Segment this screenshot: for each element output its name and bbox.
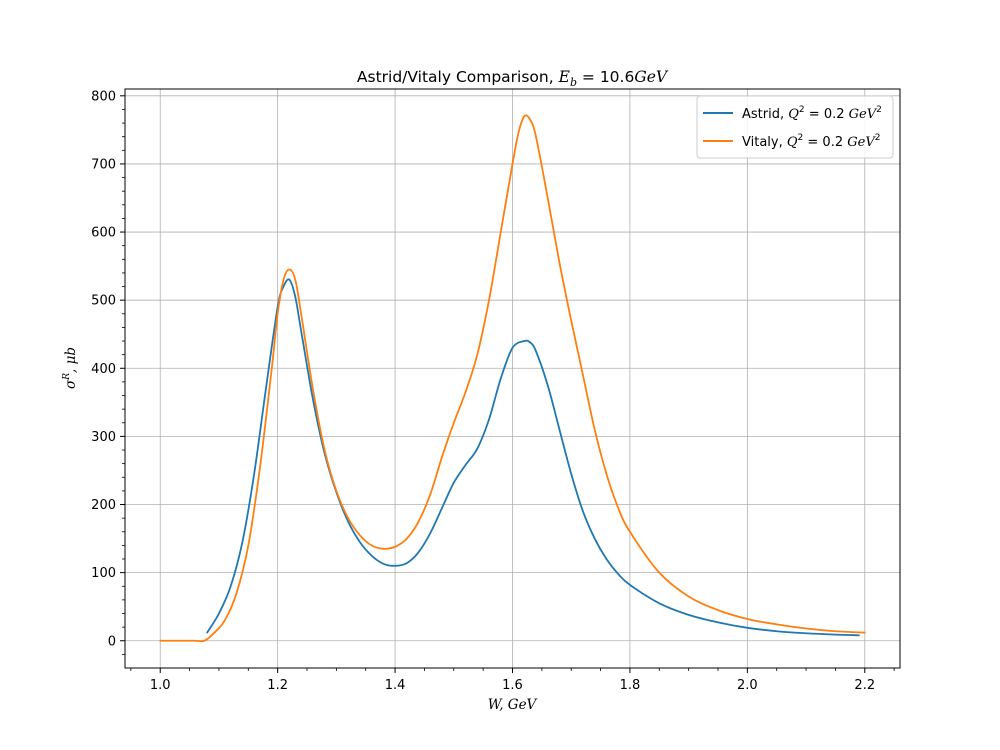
series-line-vitaly — [159, 114, 866, 643]
y-tick-label: 700 — [91, 157, 116, 172]
x-tick-label: 1.4 — [385, 678, 406, 693]
axes-ticks: 1.0 1.2 1.4 1.6 1.8 2.0 2.2 0 100 200 300 400 500 600… — [91, 89, 895, 693]
x-tick-label: 1.0 — [150, 678, 171, 693]
legend: Astrid, Q2 = 0.2 GeV2 Vitaly, Q2 = 0.2 G… — [696, 95, 894, 159]
legend-item-astrid: Astrid, Q2 = 0.2 GeV2 — [703, 105, 882, 122]
y-tick-label: 400 — [91, 362, 116, 377]
legend-box — [696, 95, 894, 159]
y-tick-label: 500 — [91, 294, 116, 309]
y-tick-label: 200 — [91, 498, 116, 513]
legend-item-vitaly: Vitaly, Q2 = 0.2 GeV2 — [703, 133, 880, 150]
legend-label-vitaly: Vitaly, Q2 = 0.2 GeV2 — [742, 133, 880, 150]
chart-title: Astrid/Vitaly Comparison, Eb = 10.6GeV — [357, 68, 669, 89]
x-tick-label: 2.0 — [737, 678, 758, 693]
y-tick-label: 800 — [91, 89, 116, 104]
y-tick-label: 600 — [91, 226, 116, 241]
x-tick-label: 2.2 — [854, 678, 875, 693]
y-tick-label: 100 — [91, 566, 116, 581]
series-layer — [159, 114, 866, 643]
y-tick-label: 0 — [108, 634, 116, 649]
x-tick-label: 1.8 — [620, 678, 641, 693]
x-axis-label: W, GeV — [488, 697, 538, 713]
x-tick-label: 1.2 — [267, 678, 288, 693]
legend-label-astrid: Astrid, Q2 = 0.2 GeV2 — [742, 105, 882, 122]
x-tick-label: 1.6 — [502, 678, 523, 693]
series-line-astrid — [206, 278, 860, 637]
y-tick-label: 300 — [91, 430, 116, 445]
y-axis-label: σR, μb — [62, 347, 79, 389]
